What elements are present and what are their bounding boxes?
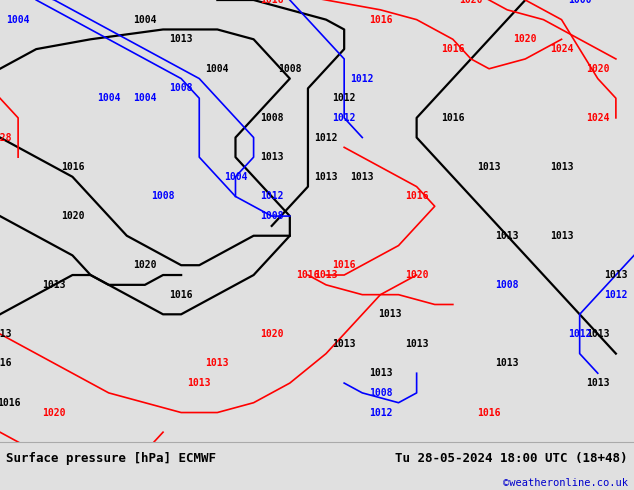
Text: 1013: 1013 [169, 34, 193, 44]
Text: 1020: 1020 [586, 64, 609, 74]
Text: 1024: 1024 [586, 113, 609, 123]
Text: 1013: 1013 [550, 162, 573, 172]
Text: 1013: 1013 [205, 358, 229, 368]
Text: 1020: 1020 [42, 408, 66, 417]
Text: 1020: 1020 [405, 270, 429, 280]
Text: 1013: 1013 [477, 162, 501, 172]
Text: 1008: 1008 [169, 83, 193, 94]
Text: 1008: 1008 [278, 64, 302, 74]
Text: 1016: 1016 [441, 44, 465, 54]
Text: 1008: 1008 [260, 211, 283, 221]
Text: 1004: 1004 [6, 15, 30, 24]
Text: 1012: 1012 [332, 113, 356, 123]
Text: 1016: 1016 [0, 398, 21, 408]
Text: 1013: 1013 [368, 368, 392, 378]
Text: ©weatheronline.co.uk: ©weatheronline.co.uk [503, 478, 628, 488]
Text: 1020: 1020 [133, 260, 157, 270]
Text: 1020: 1020 [61, 211, 84, 221]
Text: 1013: 1013 [260, 152, 283, 162]
Text: 1004: 1004 [133, 15, 157, 24]
Text: 1013: 1013 [42, 280, 66, 290]
Text: 1016: 1016 [332, 260, 356, 270]
Text: 1013: 1013 [586, 378, 609, 388]
Text: 1020: 1020 [459, 0, 482, 5]
Text: 1008: 1008 [495, 280, 519, 290]
Text: 1012: 1012 [314, 132, 338, 143]
Text: 1004: 1004 [133, 93, 157, 103]
Text: 1012: 1012 [351, 74, 374, 84]
Text: 1008: 1008 [152, 192, 175, 201]
Text: 1008: 1008 [260, 113, 283, 123]
Text: 1013: 1013 [550, 231, 573, 241]
Text: 1013: 1013 [495, 231, 519, 241]
Text: 1016: 1016 [441, 113, 465, 123]
Text: 1013: 1013 [314, 270, 338, 280]
Text: 1013: 1013 [332, 339, 356, 349]
Text: 1016: 1016 [61, 162, 84, 172]
Text: 1016: 1016 [405, 192, 429, 201]
Text: 1013: 1013 [586, 329, 609, 339]
Text: 1013: 1013 [314, 172, 338, 182]
Text: 1012: 1012 [368, 408, 392, 417]
Text: 1012: 1012 [260, 192, 283, 201]
Text: 1020: 1020 [514, 34, 537, 44]
Text: 1028: 1028 [0, 132, 12, 143]
Text: 1020: 1020 [42, 476, 66, 486]
Text: Surface pressure [hPa] ECMWF: Surface pressure [hPa] ECMWF [6, 452, 216, 466]
Text: 1024: 1024 [97, 447, 120, 457]
Text: 1013: 1013 [405, 339, 429, 349]
Text: 1016: 1016 [260, 0, 283, 5]
Text: 1012: 1012 [332, 93, 356, 103]
Text: 1016: 1016 [0, 358, 12, 368]
Text: 1004: 1004 [205, 64, 229, 74]
Text: 1000: 1000 [568, 0, 592, 5]
Text: 1016: 1016 [296, 270, 320, 280]
Text: Tu 28-05-2024 18:00 UTC (18+48): Tu 28-05-2024 18:00 UTC (18+48) [395, 452, 628, 466]
Text: 1016: 1016 [368, 15, 392, 24]
Text: 1024: 1024 [550, 44, 573, 54]
Text: 1008: 1008 [368, 388, 392, 398]
Text: 1013: 1013 [0, 329, 12, 339]
Text: 1004: 1004 [97, 93, 120, 103]
Text: 1013: 1013 [378, 309, 401, 319]
Text: 1012: 1012 [604, 290, 628, 300]
Text: 1012: 1012 [568, 329, 592, 339]
Text: 1013: 1013 [188, 378, 211, 388]
Text: 1004: 1004 [224, 172, 247, 182]
Text: 1016: 1016 [169, 290, 193, 300]
Text: 1013: 1013 [351, 172, 374, 182]
Text: 1020: 1020 [260, 329, 283, 339]
Text: 1016: 1016 [477, 408, 501, 417]
Text: 1013: 1013 [604, 270, 628, 280]
Text: 1013: 1013 [495, 358, 519, 368]
